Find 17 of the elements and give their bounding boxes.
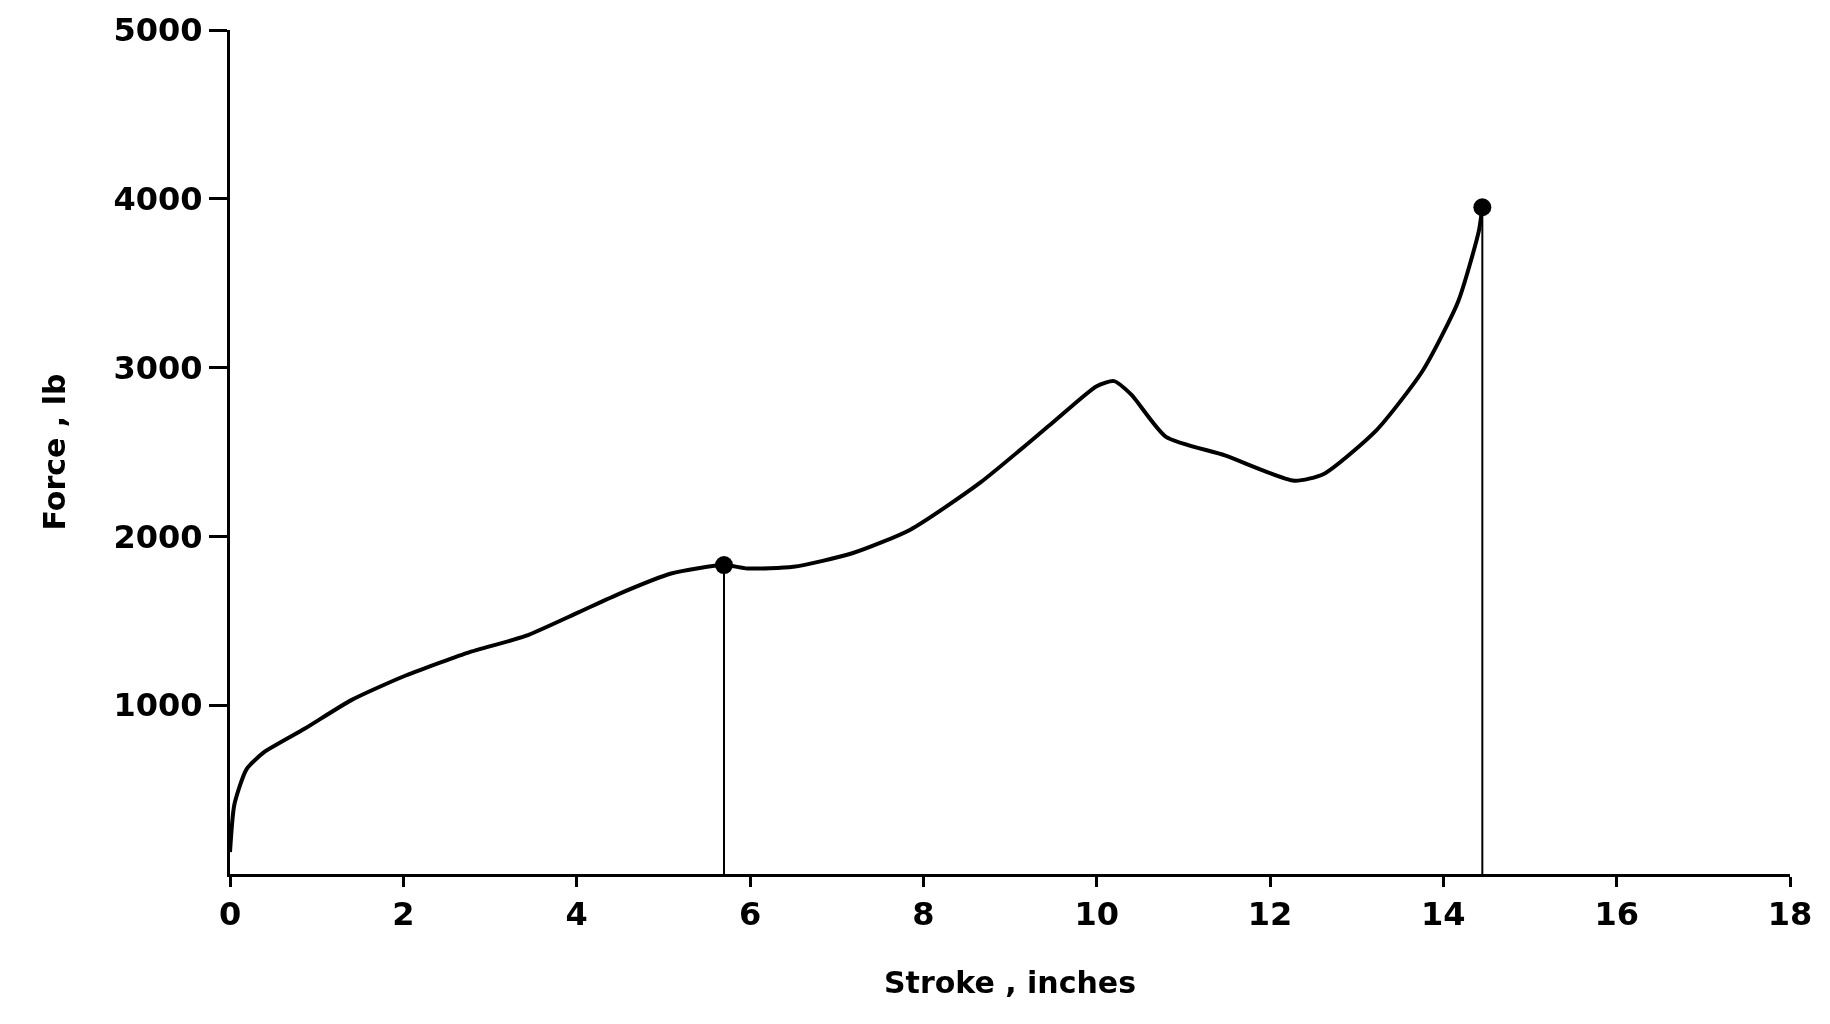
x-axis-title: Stroke , inches (883, 964, 1137, 1000)
y-tick-label: 4000 (113, 180, 203, 218)
x-tick-label: 10 (1074, 895, 1119, 934)
y-tick-label: 5000 (113, 11, 203, 50)
y-tick-label: 3000 (113, 348, 203, 387)
x-tick-label: 6 (738, 895, 762, 934)
x-tick-label: 8 (912, 895, 935, 934)
y-tick-label: 1000 (113, 686, 203, 725)
x-tick-label: 18 (1767, 895, 1813, 934)
x-tick-label: 2 (392, 895, 415, 934)
x-tick-label: 16 (1594, 895, 1639, 934)
x-tick-label: 12 (1247, 895, 1293, 934)
y-tick-label: 2000 (113, 517, 203, 556)
x-tick-label: 4 (565, 895, 588, 934)
y-axis-title: Force , lb (36, 373, 72, 531)
x-tick-label: 14 (1421, 895, 1466, 934)
x-tick-label: 0 (218, 895, 242, 934)
